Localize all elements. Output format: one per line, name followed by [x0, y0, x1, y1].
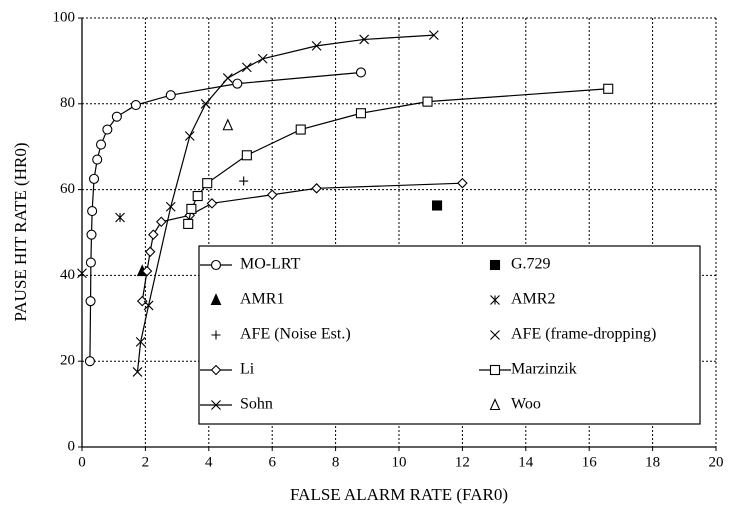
data-point — [135, 337, 146, 347]
data-point — [186, 203, 197, 214]
legend-label: AFE (frame-dropping) — [511, 326, 656, 343]
legend-label: AFE (Noise Est.) — [240, 326, 351, 343]
x-tick-label: 0 — [78, 454, 86, 470]
x-tick-label: 10 — [392, 454, 407, 470]
data-point — [115, 212, 125, 223]
legend-label: Woo — [511, 396, 541, 413]
data-point — [241, 150, 252, 161]
data-point — [144, 246, 156, 258]
legend-label: AMR2 — [511, 291, 555, 308]
legend-box — [198, 245, 701, 425]
data-point — [422, 96, 433, 107]
data-point — [257, 53, 268, 64]
data-point — [88, 173, 100, 184]
data-point — [86, 229, 97, 240]
data-point — [85, 296, 96, 307]
data-point — [155, 216, 167, 228]
data-point — [184, 131, 195, 141]
legend-marker — [210, 293, 222, 306]
y-tick-label: 80 — [60, 95, 75, 111]
y-tick-label: 40 — [60, 267, 75, 283]
data-point — [87, 206, 98, 217]
x-tick-label: 2 — [142, 454, 150, 470]
data-point — [222, 73, 233, 83]
legend-label: G.729 — [511, 256, 551, 273]
data-point — [84, 356, 95, 367]
data-point — [136, 295, 148, 307]
data-point — [222, 118, 234, 131]
legend-marker — [210, 364, 222, 376]
x-tick-label: 8 — [332, 454, 340, 470]
y-tick-label: 60 — [60, 181, 75, 197]
legend-label: Li — [240, 361, 255, 378]
legend-label: Sohn — [240, 396, 273, 413]
x-tick-label: 16 — [582, 454, 598, 470]
data-point — [266, 189, 278, 201]
data-point — [232, 78, 243, 89]
y-axis-title: PAUSE HIT RATE (HR0) — [11, 143, 30, 322]
data-point — [143, 300, 154, 311]
legend-marker — [210, 259, 222, 271]
data-point — [431, 200, 443, 211]
data-point — [206, 198, 218, 209]
legend-label: Marzinzik — [511, 361, 577, 378]
data-point — [183, 218, 194, 229]
legend-marker — [489, 398, 501, 411]
x-tick-label: 14 — [518, 454, 534, 470]
data-point — [200, 98, 211, 109]
data-point — [355, 108, 367, 119]
data-point — [311, 40, 322, 51]
data-point — [132, 367, 143, 377]
x-tick-label: 6 — [268, 454, 276, 470]
data-point — [95, 139, 107, 150]
legend-label: AMR1 — [240, 291, 284, 308]
y-tick-label: 20 — [60, 353, 75, 369]
data-point — [165, 90, 176, 101]
data-point — [130, 100, 141, 111]
data-point — [241, 62, 252, 73]
legend-marker — [211, 400, 221, 410]
legend-label: MO-LRT — [240, 256, 301, 273]
x-axis-title: FALSE ALARM RATE (FAR0) — [290, 485, 508, 504]
data-point — [202, 178, 213, 189]
legend-marker — [489, 259, 501, 271]
x-tick-label: 12 — [455, 454, 470, 470]
data-point — [359, 34, 370, 45]
data-point — [92, 154, 103, 165]
data-point — [295, 124, 306, 135]
legend-marker — [489, 364, 501, 376]
legend-marker — [490, 295, 500, 305]
data-point — [141, 265, 153, 277]
data-point — [603, 83, 614, 94]
legend-marker — [211, 330, 221, 340]
x-tick-label: 20 — [709, 454, 724, 470]
data-point — [311, 183, 322, 194]
y-tick-label: 100 — [53, 9, 76, 25]
x-tick-label: 18 — [645, 454, 660, 470]
y-tick-label: 0 — [68, 438, 76, 454]
data-point — [148, 229, 159, 240]
x-tick-label: 4 — [205, 454, 213, 470]
data-point — [85, 257, 96, 268]
legend-marker — [490, 330, 500, 340]
data-point — [457, 177, 468, 189]
data-point — [165, 201, 176, 212]
data-point — [111, 111, 122, 122]
data-point — [77, 268, 87, 279]
data-point — [102, 124, 113, 135]
data-point — [355, 67, 367, 78]
data-point — [239, 176, 249, 186]
series-line — [141, 182, 463, 302]
series-line — [136, 34, 434, 372]
data-point — [428, 30, 439, 41]
data-point — [192, 190, 203, 202]
